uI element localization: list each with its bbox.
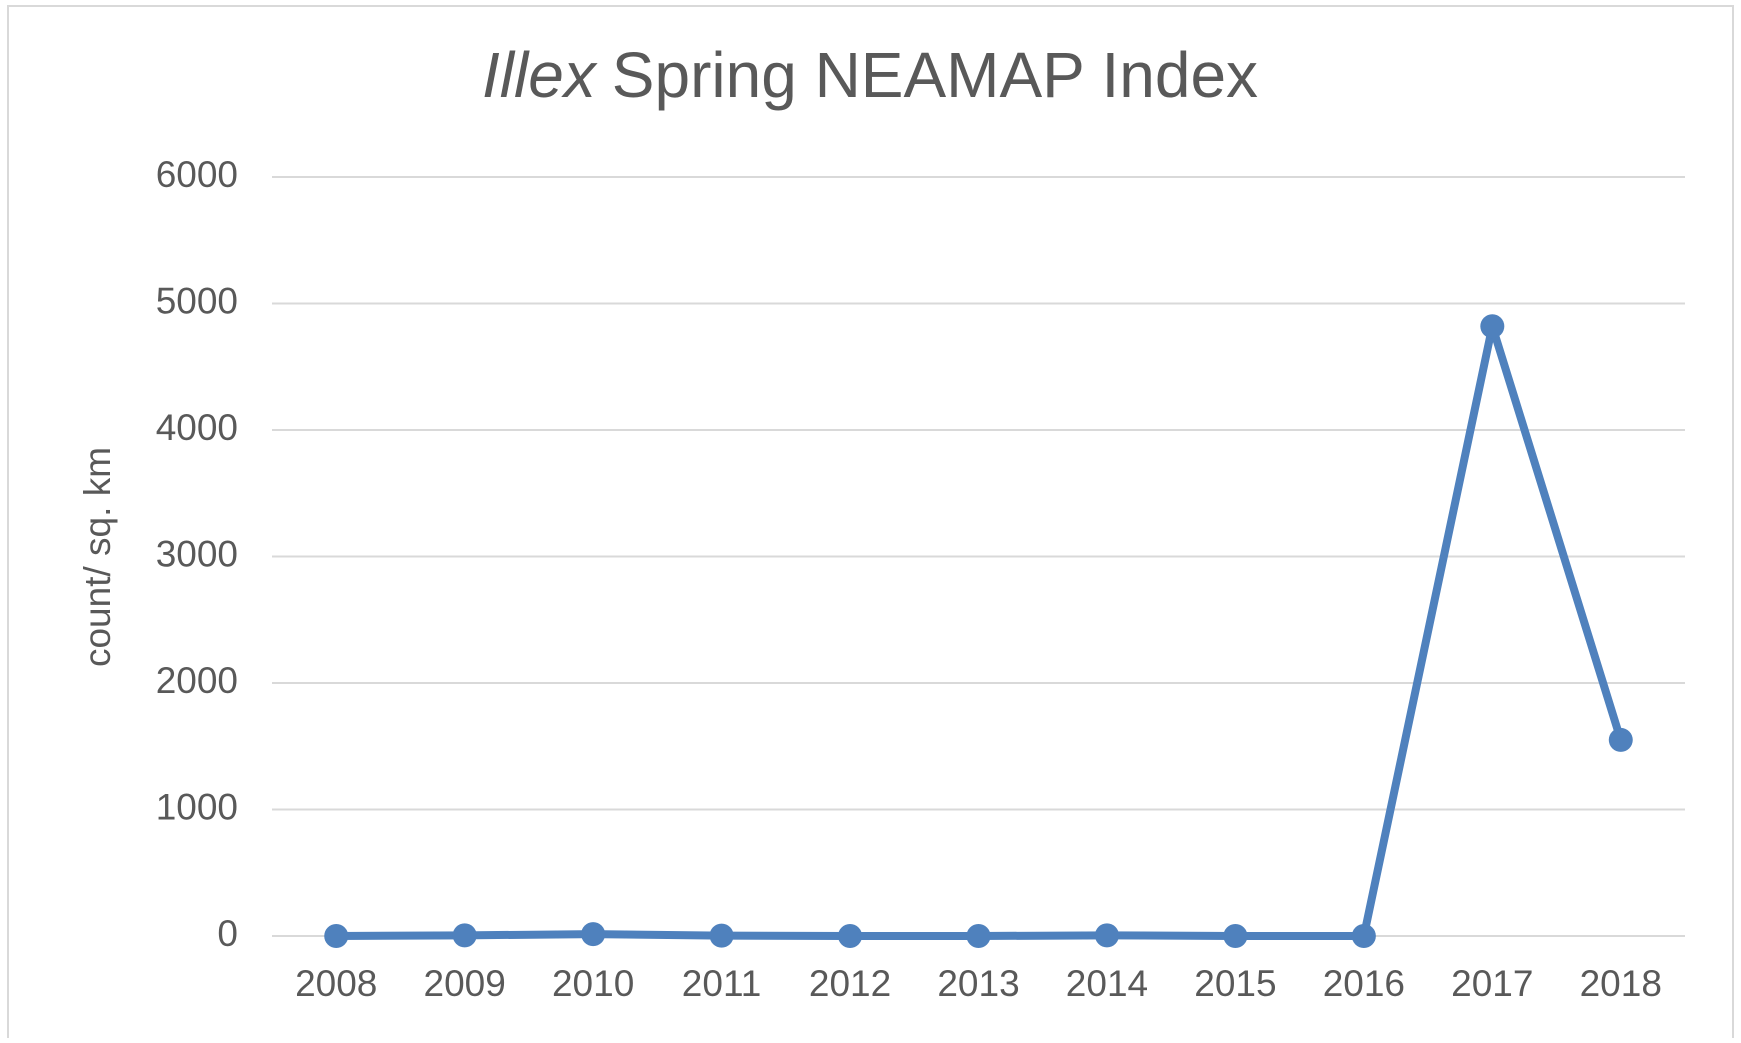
x-tick-label: 2012 [809, 963, 891, 1004]
data-point [1094, 923, 1119, 948]
x-tick-label: 2009 [424, 963, 506, 1004]
data-point [1608, 727, 1633, 752]
data-point [966, 924, 991, 948]
data-point [1351, 924, 1376, 948]
data-point [452, 923, 477, 948]
y-axis-label: count/ sq. km [77, 447, 118, 667]
x-tick-label: 2017 [1451, 963, 1533, 1004]
x-tick-label: 2014 [1066, 963, 1148, 1004]
x-tick-label: 2011 [682, 963, 762, 1004]
x-tick-label: 2013 [937, 963, 1019, 1004]
y-tick-label: 1000 [156, 786, 238, 827]
y-tick-label: 2000 [156, 660, 238, 701]
chart-title: Illex Spring NEAMAP Index [482, 39, 1258, 111]
data-point [838, 924, 863, 948]
y-tick-label: 3000 [156, 533, 238, 574]
x-tick-label: 2016 [1323, 963, 1405, 1004]
data-point [1223, 924, 1248, 948]
y-tick-label: 4000 [156, 407, 238, 448]
chart-border [7, 5, 1734, 1043]
chart-title-italic: Illex [482, 39, 598, 111]
x-tick-label: 2008 [295, 963, 377, 1004]
data-point [709, 923, 734, 948]
x-tick-label: 2018 [1580, 963, 1662, 1004]
y-tick-label: 6000 [156, 154, 238, 195]
data-point [1480, 314, 1505, 339]
data-point [581, 922, 606, 947]
data-point [324, 924, 349, 948]
y-tick-label: 0 [217, 913, 238, 954]
x-tick-label: 2015 [1194, 963, 1276, 1004]
chart-title-rest: Spring NEAMAP Index [612, 39, 1258, 111]
x-tick-label: 2010 [552, 963, 634, 1004]
y-tick-label: 5000 [156, 280, 238, 321]
